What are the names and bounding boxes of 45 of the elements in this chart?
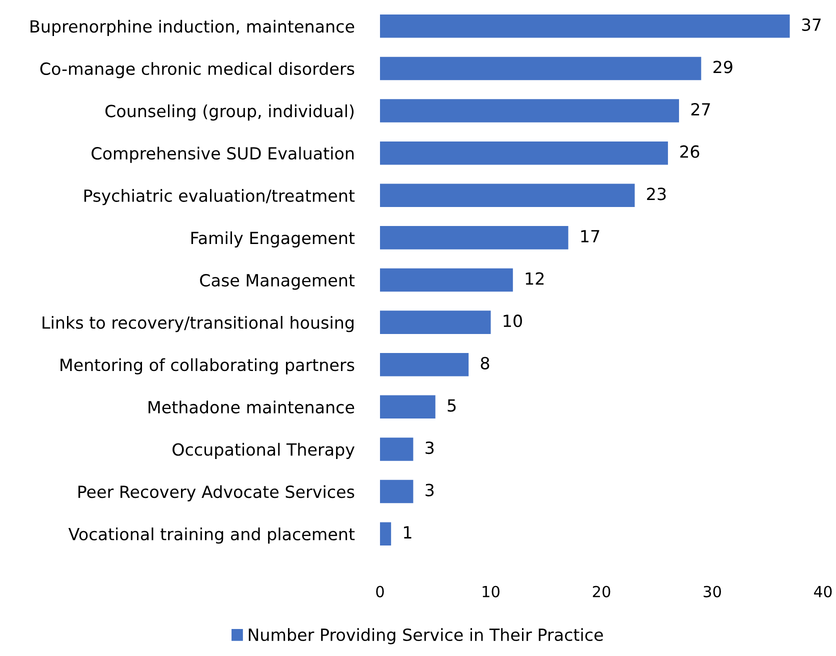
x-tick-label: 30 [704, 586, 721, 598]
data-label: 29 [714, 60, 732, 74]
y-tick-label: Comprehensive SUD Evaluation [92, 146, 354, 163]
y-tick-label: Peer Recovery Advocate Services [78, 485, 354, 502]
data-label: 10 [504, 314, 522, 328]
data-label: 8 [480, 356, 490, 370]
bar [380, 310, 491, 334]
bar [380, 14, 790, 38]
data-label: 3 [426, 484, 434, 496]
y-tick-label: Family Engagement [191, 231, 355, 248]
x-tick-label: 40 [814, 586, 832, 598]
bar [380, 99, 680, 122]
data-label: 26 [680, 145, 700, 158]
y-tick-label: Buprenorphine induction, maintenance [30, 20, 354, 36]
bar [380, 226, 568, 250]
data-label: 37 [802, 18, 821, 31]
y-tick-label: Links to recovery/transitional housing [42, 316, 354, 332]
y-tick-label: Methadone maintenance [148, 400, 354, 414]
bar [380, 352, 469, 376]
data-label: 17 [581, 230, 600, 242]
y-tick-label: Case Management [200, 274, 355, 290]
x-tick-label: 0 [376, 586, 384, 598]
bar [380, 438, 414, 461]
data-label: 5 [448, 399, 456, 412]
bar [380, 184, 635, 208]
x-tick-label: 10 [482, 586, 500, 598]
bar [380, 56, 702, 80]
data-label: 3 [426, 441, 434, 454]
y-tick-label: Vocational training and placement [68, 528, 355, 544]
data-label: 1 [404, 526, 412, 538]
bar [380, 480, 414, 504]
y-tick-label: Mentoring of collaborating partners [60, 358, 354, 374]
y-tick-label: Occupational Therapy [172, 442, 354, 460]
y-tick-label: Psychiatric evaluation/treatment [84, 189, 355, 206]
bar [380, 268, 513, 292]
x-tick-label: 20 [592, 586, 610, 598]
bar [380, 141, 668, 165]
data-label: 12 [526, 272, 544, 285]
data-label: 27 [691, 103, 710, 116]
data-label: 23 [647, 188, 666, 200]
y-tick-label: Counseling (group, individual) [105, 104, 354, 121]
legend-label: Number Providing Service in Their Practice [248, 628, 603, 644]
bar [380, 395, 436, 419]
y-tick-label: Co-manage chronic medical disorders [40, 62, 354, 78]
bar [380, 522, 392, 546]
